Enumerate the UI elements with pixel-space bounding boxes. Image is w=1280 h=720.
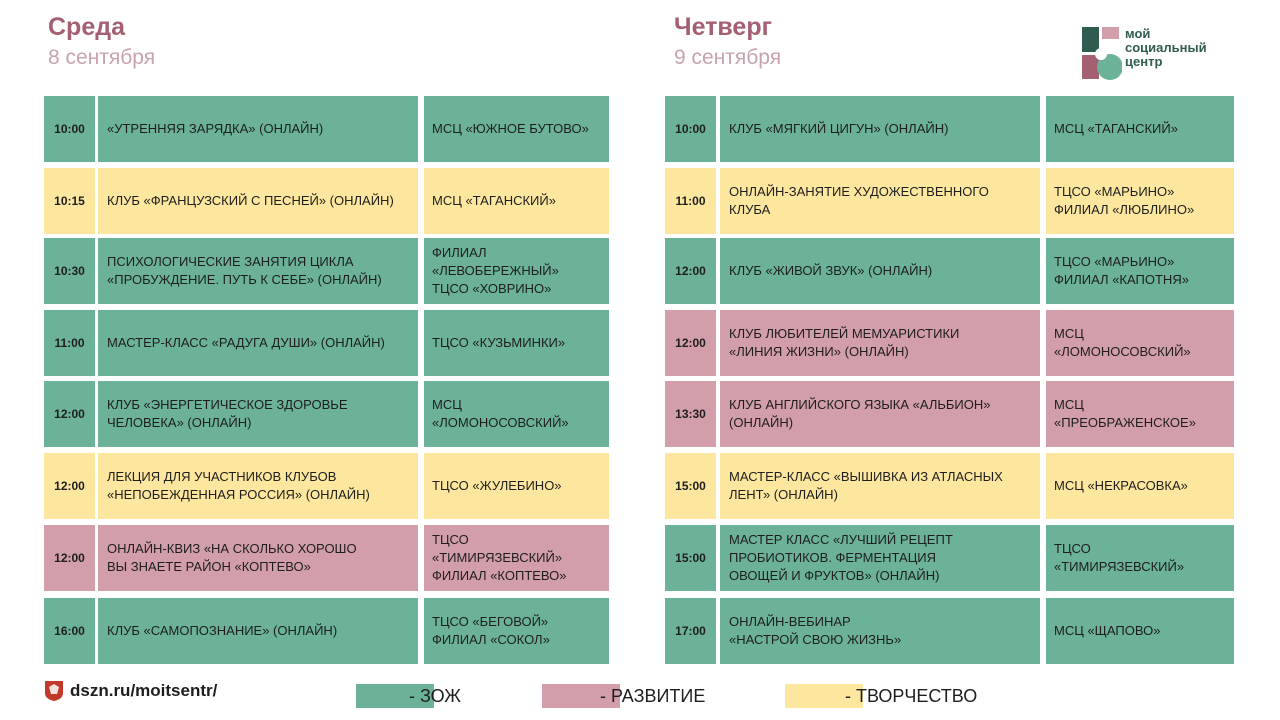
place-cell: МСЦ «ПРЕОБРАЖЕНСКОЕ» bbox=[1046, 381, 1234, 447]
time-cell: 10:30 bbox=[44, 238, 95, 304]
legend-swatch-razvitie bbox=[542, 684, 620, 708]
place-cell: МСЦ «НЕКРАСОВКА» bbox=[1046, 453, 1234, 519]
place-cell: ТЦСО «МАРЬИНО» ФИЛИАЛ «ЛЮБЛИНО» bbox=[1046, 168, 1234, 234]
place-cell: ФИЛИАЛ «ЛЕВОБЕРЕЖНЫЙ» ТЦСО «ХОВРИНО» bbox=[424, 238, 609, 304]
place-cell: ТЦСО «ЖУЛЕБИНО» bbox=[424, 453, 609, 519]
event-cell: ОНЛАЙН-ЗАНЯТИЕ ХУДОЖЕСТВЕННОГО КЛУБА bbox=[720, 168, 1040, 234]
event-cell: МАСТЕР-КЛАСС «РАДУГА ДУШИ» (ОНЛАЙН) bbox=[98, 310, 418, 376]
place-cell: ТЦСО «ТИМИРЯЗЕВСКИЙ» ФИЛИАЛ «КОПТЕВО» bbox=[424, 525, 609, 591]
time-cell: 10:15 bbox=[44, 168, 95, 234]
logo-mark-icon bbox=[1082, 27, 1123, 80]
time-cell: 10:00 bbox=[44, 96, 95, 162]
legend-label-razvitie: - РАЗВИТИЕ bbox=[600, 686, 706, 706]
event-cell: КЛУБ «МЯГКИЙ ЦИГУН» (ОНЛАЙН) bbox=[720, 96, 1040, 162]
place-cell: ТЦСО «БЕГОВОЙ» ФИЛИАЛ «СОКОЛ» bbox=[424, 598, 609, 664]
time-cell: 15:00 bbox=[665, 453, 716, 519]
logo: мой социальный центр bbox=[1082, 27, 1242, 81]
place-cell: МСЦ «ТАГАНСКИЙ» bbox=[1046, 96, 1234, 162]
event-cell: КЛУБ «ЭНЕРГЕТИЧЕСКОЕ ЗДОРОВЬЕ ЧЕЛОВЕКА» … bbox=[98, 381, 418, 447]
thursday-header: Четверг 9 сентября bbox=[674, 13, 781, 71]
event-cell: КЛУБ АНГЛИЙСКОГО ЯЗЫКА «АЛЬБИОН» (ОНЛАЙН… bbox=[720, 381, 1040, 447]
event-cell: ЛЕКЦИЯ ДЛЯ УЧАСТНИКОВ КЛУБОВ «НЕПОБЕЖДЕН… bbox=[98, 453, 418, 519]
time-cell: 13:30 bbox=[665, 381, 716, 447]
time-cell: 10:00 bbox=[665, 96, 716, 162]
time-cell: 12:00 bbox=[44, 453, 95, 519]
event-cell: МАСТЕР-КЛАСС «ВЫШИВКА ИЗ АТЛАСНЫХ ЛЕНТ» … bbox=[720, 453, 1040, 519]
time-cell: 16:00 bbox=[44, 598, 95, 664]
moscow-emblem-icon bbox=[45, 681, 63, 701]
event-cell: «УТРЕННЯЯ ЗАРЯДКА» (ОНЛАЙН) bbox=[98, 96, 418, 162]
day-title: Среда bbox=[48, 13, 126, 41]
place-cell: МСЦ «ЮЖНОЕ БУТОВО» bbox=[424, 96, 609, 162]
time-cell: 11:00 bbox=[44, 310, 95, 376]
legend-swatch-zozh bbox=[356, 684, 434, 708]
event-cell: ОНЛАЙН-ВЕБИНАР «НАСТРОЙ СВОЮ ЖИЗНЬ» bbox=[720, 598, 1040, 664]
event-cell: КЛУБ «ЖИВОЙ ЗВУК» (ОНЛАЙН) bbox=[720, 238, 1040, 304]
event-cell: КЛУБ «САМОПОЗНАНИЕ» (ОНЛАЙН) bbox=[98, 598, 418, 664]
time-cell: 17:00 bbox=[665, 598, 716, 664]
time-cell: 11:00 bbox=[665, 168, 716, 234]
footer-site: dszn.ru/moitsentr/ bbox=[44, 680, 217, 702]
wednesday-header: Среда 8 сентября bbox=[48, 13, 155, 71]
event-cell: ПСИХОЛОГИЧЕСКИЕ ЗАНЯТИЯ ЦИКЛА «ПРОБУЖДЕН… bbox=[98, 238, 418, 304]
time-cell: 12:00 bbox=[44, 525, 95, 591]
event-cell: МАСТЕР КЛАСС «ЛУЧШИЙ РЕЦЕПТ ПРОБИОТИКОВ.… bbox=[720, 525, 1040, 591]
day-date: 9 сентября bbox=[674, 46, 782, 69]
legend-label-zozh: - ЗОЖ bbox=[409, 686, 461, 706]
place-cell: МСЦ «ЛОМОНОСОВСКИЙ» bbox=[1046, 310, 1234, 376]
place-cell: ТЦСО «КУЗЬМИНКИ» bbox=[424, 310, 609, 376]
time-cell: 12:00 bbox=[665, 310, 716, 376]
day-date: 8 сентября bbox=[48, 46, 156, 69]
site-link[interactable]: dszn.ru/moitsentr/ bbox=[70, 681, 218, 700]
event-cell: КЛУБ «ФРАНЦУЗСКИЙ С ПЕСНЕЙ» (ОНЛАЙН) bbox=[98, 168, 418, 234]
place-cell: ТЦСО «МАРЬИНО» ФИЛИАЛ «КАПОТНЯ» bbox=[1046, 238, 1234, 304]
time-cell: 15:00 bbox=[665, 525, 716, 591]
time-cell: 12:00 bbox=[44, 381, 95, 447]
logo-text: мой социальный центр bbox=[1125, 26, 1207, 69]
day-title: Четверг bbox=[674, 13, 773, 41]
place-cell: ТЦСО «ТИМИРЯЗЕВСКИЙ» bbox=[1046, 525, 1234, 591]
event-cell: ОНЛАЙН-КВИЗ «НА СКОЛЬКО ХОРОШО ВЫ ЗНАЕТЕ… bbox=[98, 525, 418, 591]
legend-label-tvorchestvo: - ТВОРЧЕСТВО bbox=[845, 686, 978, 706]
event-cell: КЛУБ ЛЮБИТЕЛЕЙ МЕМУАРИСТИКИ «ЛИНИЯ ЖИЗНИ… bbox=[720, 310, 1040, 376]
place-cell: МСЦ «ЛОМОНОСОВСКИЙ» bbox=[424, 381, 609, 447]
place-cell: МСЦ «ТАГАНСКИЙ» bbox=[424, 168, 609, 234]
place-cell: МСЦ «ЩАПОВО» bbox=[1046, 598, 1234, 664]
time-cell: 12:00 bbox=[665, 238, 716, 304]
legend-swatch-tvorchestvo bbox=[785, 684, 863, 708]
